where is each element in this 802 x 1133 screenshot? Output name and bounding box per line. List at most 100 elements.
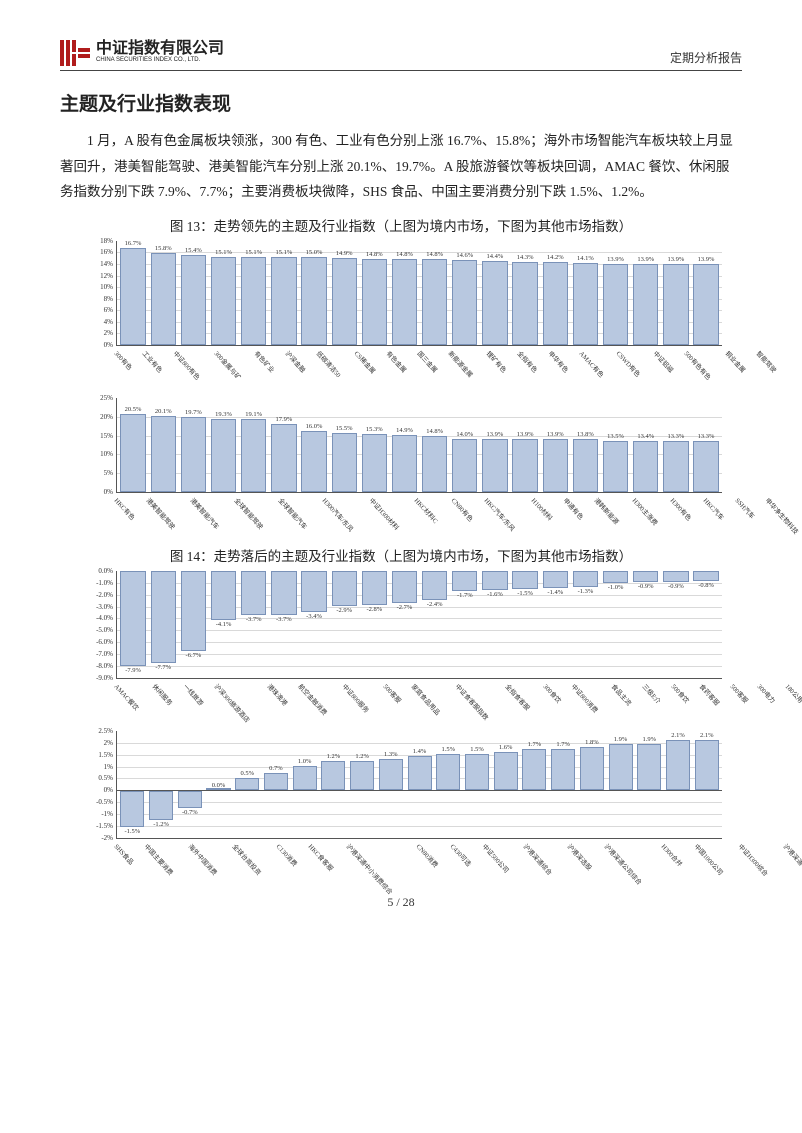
- bar-value-label: 15.4%: [185, 247, 202, 254]
- bar-value-label: 13.9%: [547, 431, 564, 438]
- xtick-label: 有色金属: [390, 346, 409, 368]
- bar: 13.9%: [541, 439, 569, 492]
- xtick-label: 沪港深通综合: [527, 839, 555, 870]
- xtick-label: 沪深金融: [289, 346, 308, 368]
- bar: -0.8%: [692, 571, 720, 581]
- xtick-label: 食药客服: [703, 679, 722, 701]
- bar-value-label: 16.7%: [125, 240, 142, 247]
- xtick-label: 国三金属: [421, 346, 440, 368]
- ytick-label: -5.0%: [96, 626, 113, 634]
- xtick-label: 港美智能汽车: [194, 493, 222, 524]
- xtick-label: C130消费: [280, 839, 300, 861]
- xtick-label: 中证H300综合: [742, 839, 771, 871]
- bar-value-label: 19.3%: [215, 411, 232, 418]
- bar: -1.3%: [571, 571, 599, 587]
- ytick-label: -6.0%: [96, 638, 113, 646]
- bar: 14.6%: [451, 260, 479, 345]
- xtick-label: 智能驾驶: [760, 346, 779, 368]
- bar: -4.1%: [209, 571, 237, 620]
- xtick-label: 全球智能汽车: [282, 493, 310, 524]
- bar: 15.8%: [149, 253, 177, 345]
- xtick-label: 休闲服务: [156, 679, 175, 701]
- bar: 0.0%: [205, 731, 232, 838]
- bar-value-label: -2.7%: [397, 604, 413, 611]
- logo-text-cn: 中证指数有限公司: [96, 41, 224, 57]
- xtick-label: 500客服: [734, 679, 751, 698]
- bar: 15.1%: [240, 257, 268, 345]
- xtick-label: CN80有色: [455, 493, 476, 516]
- bar: -1.5%: [119, 731, 146, 838]
- xtick-label: HKC食客服: [312, 839, 336, 866]
- bar-value-label: -1.5%: [517, 590, 533, 597]
- bar: 13.9%: [481, 439, 509, 492]
- bar: 0.5%: [234, 731, 261, 838]
- bar: 13.9%: [692, 264, 720, 345]
- bar-value-label: 13.9%: [667, 256, 684, 263]
- bar: -3.7%: [270, 571, 298, 615]
- bar: 14.9%: [330, 258, 358, 345]
- xtick-label: 港美智能驾驶: [150, 493, 178, 524]
- bar-value-label: 13.8%: [577, 431, 594, 438]
- bar: -0.9%: [662, 571, 690, 582]
- bar-value-label: 2.1%: [700, 732, 714, 739]
- bar: 13.5%: [602, 441, 630, 492]
- xtick-label: AMAC餐饮: [118, 679, 142, 705]
- bar: 13.3%: [662, 441, 690, 492]
- bar-value-label: 14.6%: [456, 252, 473, 259]
- ytick-label: 6%: [104, 306, 113, 314]
- bar-value-label: 0.0%: [212, 782, 226, 789]
- bar-value-label: 1.5%: [441, 746, 455, 753]
- page: 中证指数有限公司 CHINA SECURITIES INDEX CO., LTD…: [0, 0, 802, 940]
- bar-value-label: 1.2%: [355, 753, 369, 760]
- xtick-label: 食品主流: [615, 679, 634, 701]
- xtick-label: 港韩新能源: [598, 493, 622, 519]
- bar-value-label: 13.3%: [698, 433, 715, 440]
- xtick-label: C430可选: [454, 839, 474, 861]
- bar-value-label: 1.6%: [499, 744, 513, 751]
- bar-value-label: -3.7%: [246, 616, 262, 623]
- ytick-label: 18%: [100, 237, 113, 245]
- bar: 2.1%: [665, 731, 692, 838]
- xtick-label: HKC汽车: [707, 493, 727, 515]
- ytick-label: 10%: [100, 283, 113, 291]
- bar: -0.7%: [176, 731, 203, 838]
- bar: 16.7%: [119, 248, 147, 345]
- bar: -6.7%: [179, 571, 207, 651]
- ytick-label: -2.0%: [96, 591, 113, 599]
- bar: 13.9%: [511, 439, 539, 492]
- ytick-label: 1%: [104, 763, 113, 771]
- bar: 15.1%: [209, 257, 237, 345]
- bar: 14.0%: [451, 439, 479, 492]
- chart-14a: -9.0%-8.0%-7.0%-6.0%-5.0%-4.0%-3.0%-2.0%…: [90, 571, 722, 721]
- logo-text-en: CHINA SECURITIES INDEX CO., LTD.: [96, 57, 224, 64]
- bar-value-label: 1.5%: [470, 746, 484, 753]
- bar: 1.5%: [464, 731, 491, 838]
- xtick-label: 300有色: [118, 346, 135, 365]
- ytick-label: -7.0%: [96, 650, 113, 658]
- bar: 17.9%: [270, 424, 298, 492]
- xtick-label: H300主涨费: [636, 493, 661, 520]
- bar: 1.9%: [607, 731, 634, 838]
- bar: -1.4%: [541, 571, 569, 588]
- bar: 1.4%: [406, 731, 433, 838]
- bar: 14.8%: [421, 259, 449, 345]
- bar-value-label: -0.7%: [182, 809, 198, 816]
- bar: -0.9%: [632, 571, 660, 582]
- ytick-label: 20%: [100, 413, 113, 421]
- bar-value-label: 17.9%: [275, 416, 292, 423]
- bar-value-label: 15.8%: [155, 245, 172, 252]
- ytick-label: 8%: [104, 295, 113, 303]
- ytick-label: 12%: [100, 272, 113, 280]
- bar: -2.7%: [390, 571, 418, 603]
- bar: 1.7%: [521, 731, 548, 838]
- bar: -1.2%: [148, 731, 175, 838]
- xtick-label: CSWD有色: [620, 346, 643, 372]
- xtick-label: 500有色有色: [688, 346, 714, 375]
- xtick-label: 海外中国消费: [192, 839, 220, 870]
- bar: 19.1%: [240, 419, 268, 492]
- bar: 15.4%: [179, 255, 207, 345]
- logo: 中证指数有限公司 CHINA SECURITIES INDEX CO., LTD…: [60, 40, 224, 66]
- xtick-label: HKC有色: [118, 493, 138, 515]
- bar-value-label: 1.7%: [528, 741, 542, 748]
- bar-value-label: -6.7%: [186, 652, 202, 659]
